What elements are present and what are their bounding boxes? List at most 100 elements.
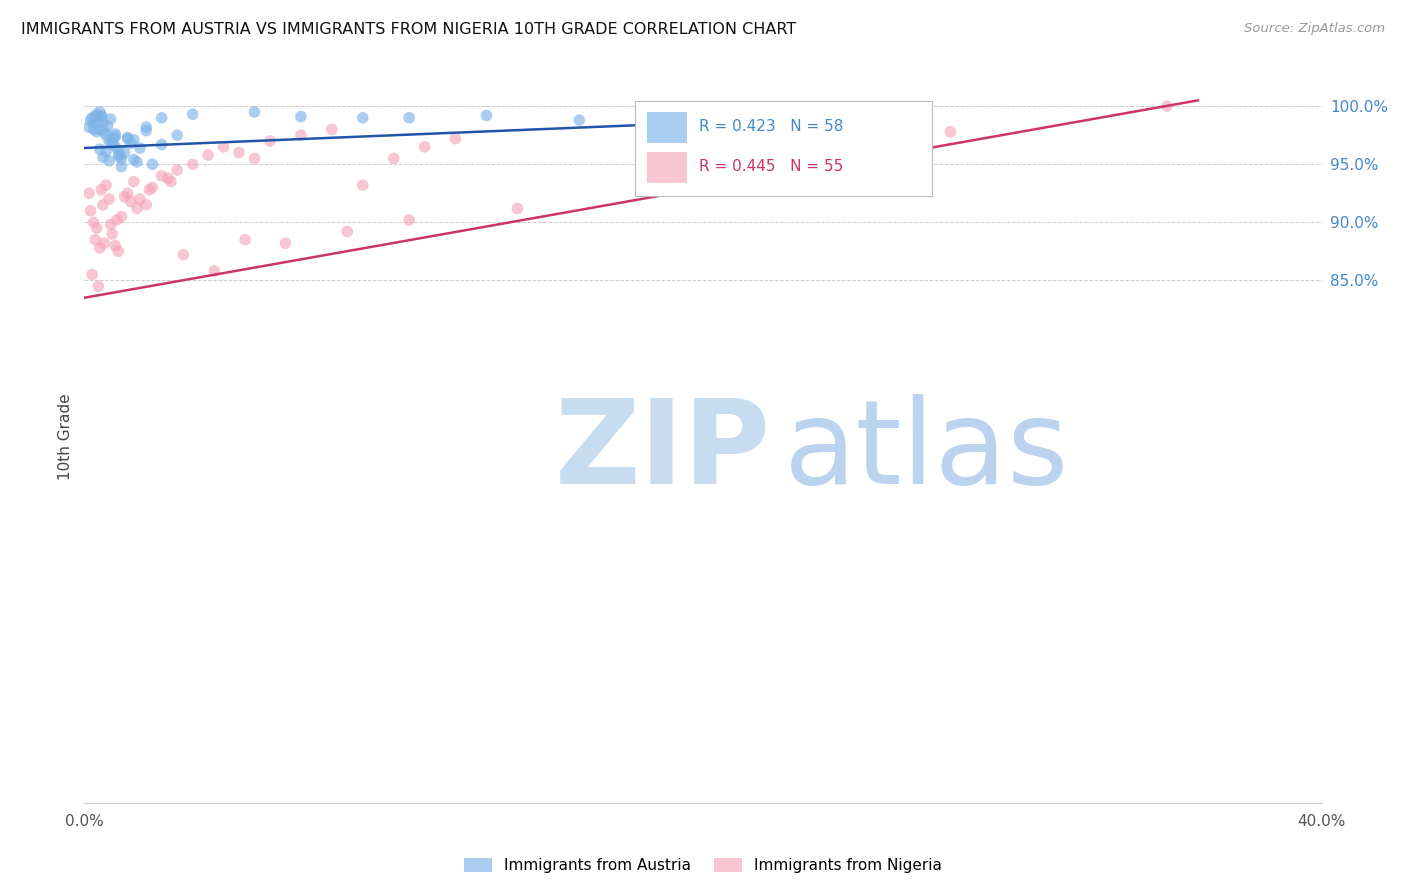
Point <box>91 115 114 129</box>
Point <box>413 140 436 154</box>
Point <box>114 145 136 160</box>
Point <box>120 136 142 151</box>
Point <box>122 153 145 167</box>
Point <box>77 186 100 201</box>
Point <box>101 227 124 241</box>
Point <box>100 112 122 126</box>
Point <box>939 125 962 139</box>
Point <box>630 178 652 193</box>
Point <box>108 148 131 162</box>
Point <box>105 213 128 227</box>
Y-axis label: 10th Grade: 10th Grade <box>58 393 73 481</box>
Point <box>98 153 121 168</box>
Point <box>181 107 204 121</box>
Point <box>321 122 343 136</box>
Point <box>86 221 108 235</box>
Bar <box>647 152 688 183</box>
Point <box>475 108 498 122</box>
Legend: Immigrants from Austria, Immigrants from Nigeria: Immigrants from Austria, Immigrants from… <box>458 852 948 880</box>
Point <box>93 125 115 139</box>
Point <box>243 105 266 120</box>
Point <box>202 264 225 278</box>
Point <box>233 233 256 247</box>
Point <box>290 128 312 143</box>
Point <box>150 111 173 125</box>
Point <box>101 136 124 151</box>
Point <box>86 125 108 139</box>
Point <box>125 202 148 216</box>
Text: Source: ZipAtlas.com: Source: ZipAtlas.com <box>1244 22 1385 36</box>
Point <box>336 225 359 239</box>
Point <box>89 142 111 156</box>
Point <box>212 140 235 154</box>
Point <box>382 152 405 166</box>
Point <box>135 198 157 212</box>
Point <box>1156 99 1178 113</box>
Point <box>84 233 107 247</box>
Point <box>160 175 183 189</box>
Point <box>243 152 266 166</box>
Point <box>86 107 108 121</box>
Point <box>89 122 111 136</box>
Point <box>122 175 145 189</box>
Point <box>785 105 807 120</box>
Point <box>181 157 204 171</box>
Point <box>94 145 117 159</box>
Point <box>82 268 104 282</box>
Point <box>150 137 173 152</box>
Point <box>114 190 136 204</box>
Bar <box>647 112 688 143</box>
Point <box>444 131 467 145</box>
Point <box>98 192 121 206</box>
Point <box>274 236 297 251</box>
Point <box>90 108 112 122</box>
Point <box>89 105 111 120</box>
Text: R = 0.445   N = 55: R = 0.445 N = 55 <box>699 159 844 174</box>
Text: IMMIGRANTS FROM AUSTRIA VS IMMIGRANTS FROM NIGERIA 10TH GRADE CORRELATION CHART: IMMIGRANTS FROM AUSTRIA VS IMMIGRANTS FR… <box>21 22 796 37</box>
Point <box>117 186 139 201</box>
Point <box>156 171 179 186</box>
Point <box>568 113 591 128</box>
Point <box>83 117 105 131</box>
Point <box>197 148 219 162</box>
Point <box>94 128 117 143</box>
Point <box>110 210 132 224</box>
Point <box>83 122 105 136</box>
Point <box>107 144 129 158</box>
Point <box>110 160 132 174</box>
Point <box>398 213 420 227</box>
Point <box>692 107 714 121</box>
Text: R = 0.423   N = 58: R = 0.423 N = 58 <box>699 120 844 135</box>
Point <box>87 114 110 128</box>
Point <box>103 131 125 145</box>
Point <box>91 150 114 164</box>
Point <box>150 169 173 183</box>
Point <box>352 178 374 193</box>
Point <box>117 131 139 145</box>
Point <box>104 238 127 252</box>
Text: atlas: atlas <box>783 394 1069 509</box>
Point <box>90 110 112 124</box>
Point <box>166 163 188 178</box>
Point <box>166 128 188 143</box>
Point <box>97 119 120 133</box>
Point <box>89 241 111 255</box>
Point <box>94 178 117 193</box>
Point <box>135 123 157 137</box>
Point <box>107 244 129 259</box>
Point <box>122 133 145 147</box>
Point <box>259 134 281 148</box>
Point <box>84 110 107 124</box>
Point <box>82 111 104 125</box>
Point <box>79 113 101 128</box>
Point <box>352 111 374 125</box>
Point <box>506 202 529 216</box>
Point <box>141 157 163 171</box>
Point <box>83 215 105 229</box>
Point <box>90 183 112 197</box>
Point <box>172 248 194 262</box>
Point <box>100 218 122 232</box>
FancyBboxPatch shape <box>636 101 932 195</box>
Point <box>77 120 100 134</box>
Point <box>110 152 132 166</box>
